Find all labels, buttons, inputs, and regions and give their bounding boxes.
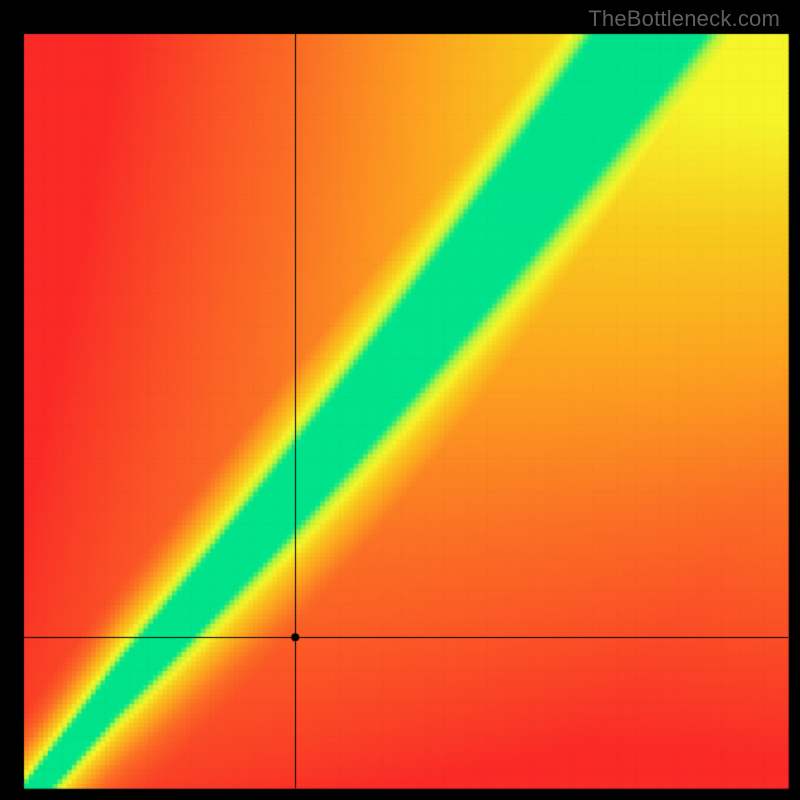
bottleneck-heatmap — [0, 0, 800, 800]
watermark-text: TheBottleneck.com — [588, 6, 780, 32]
